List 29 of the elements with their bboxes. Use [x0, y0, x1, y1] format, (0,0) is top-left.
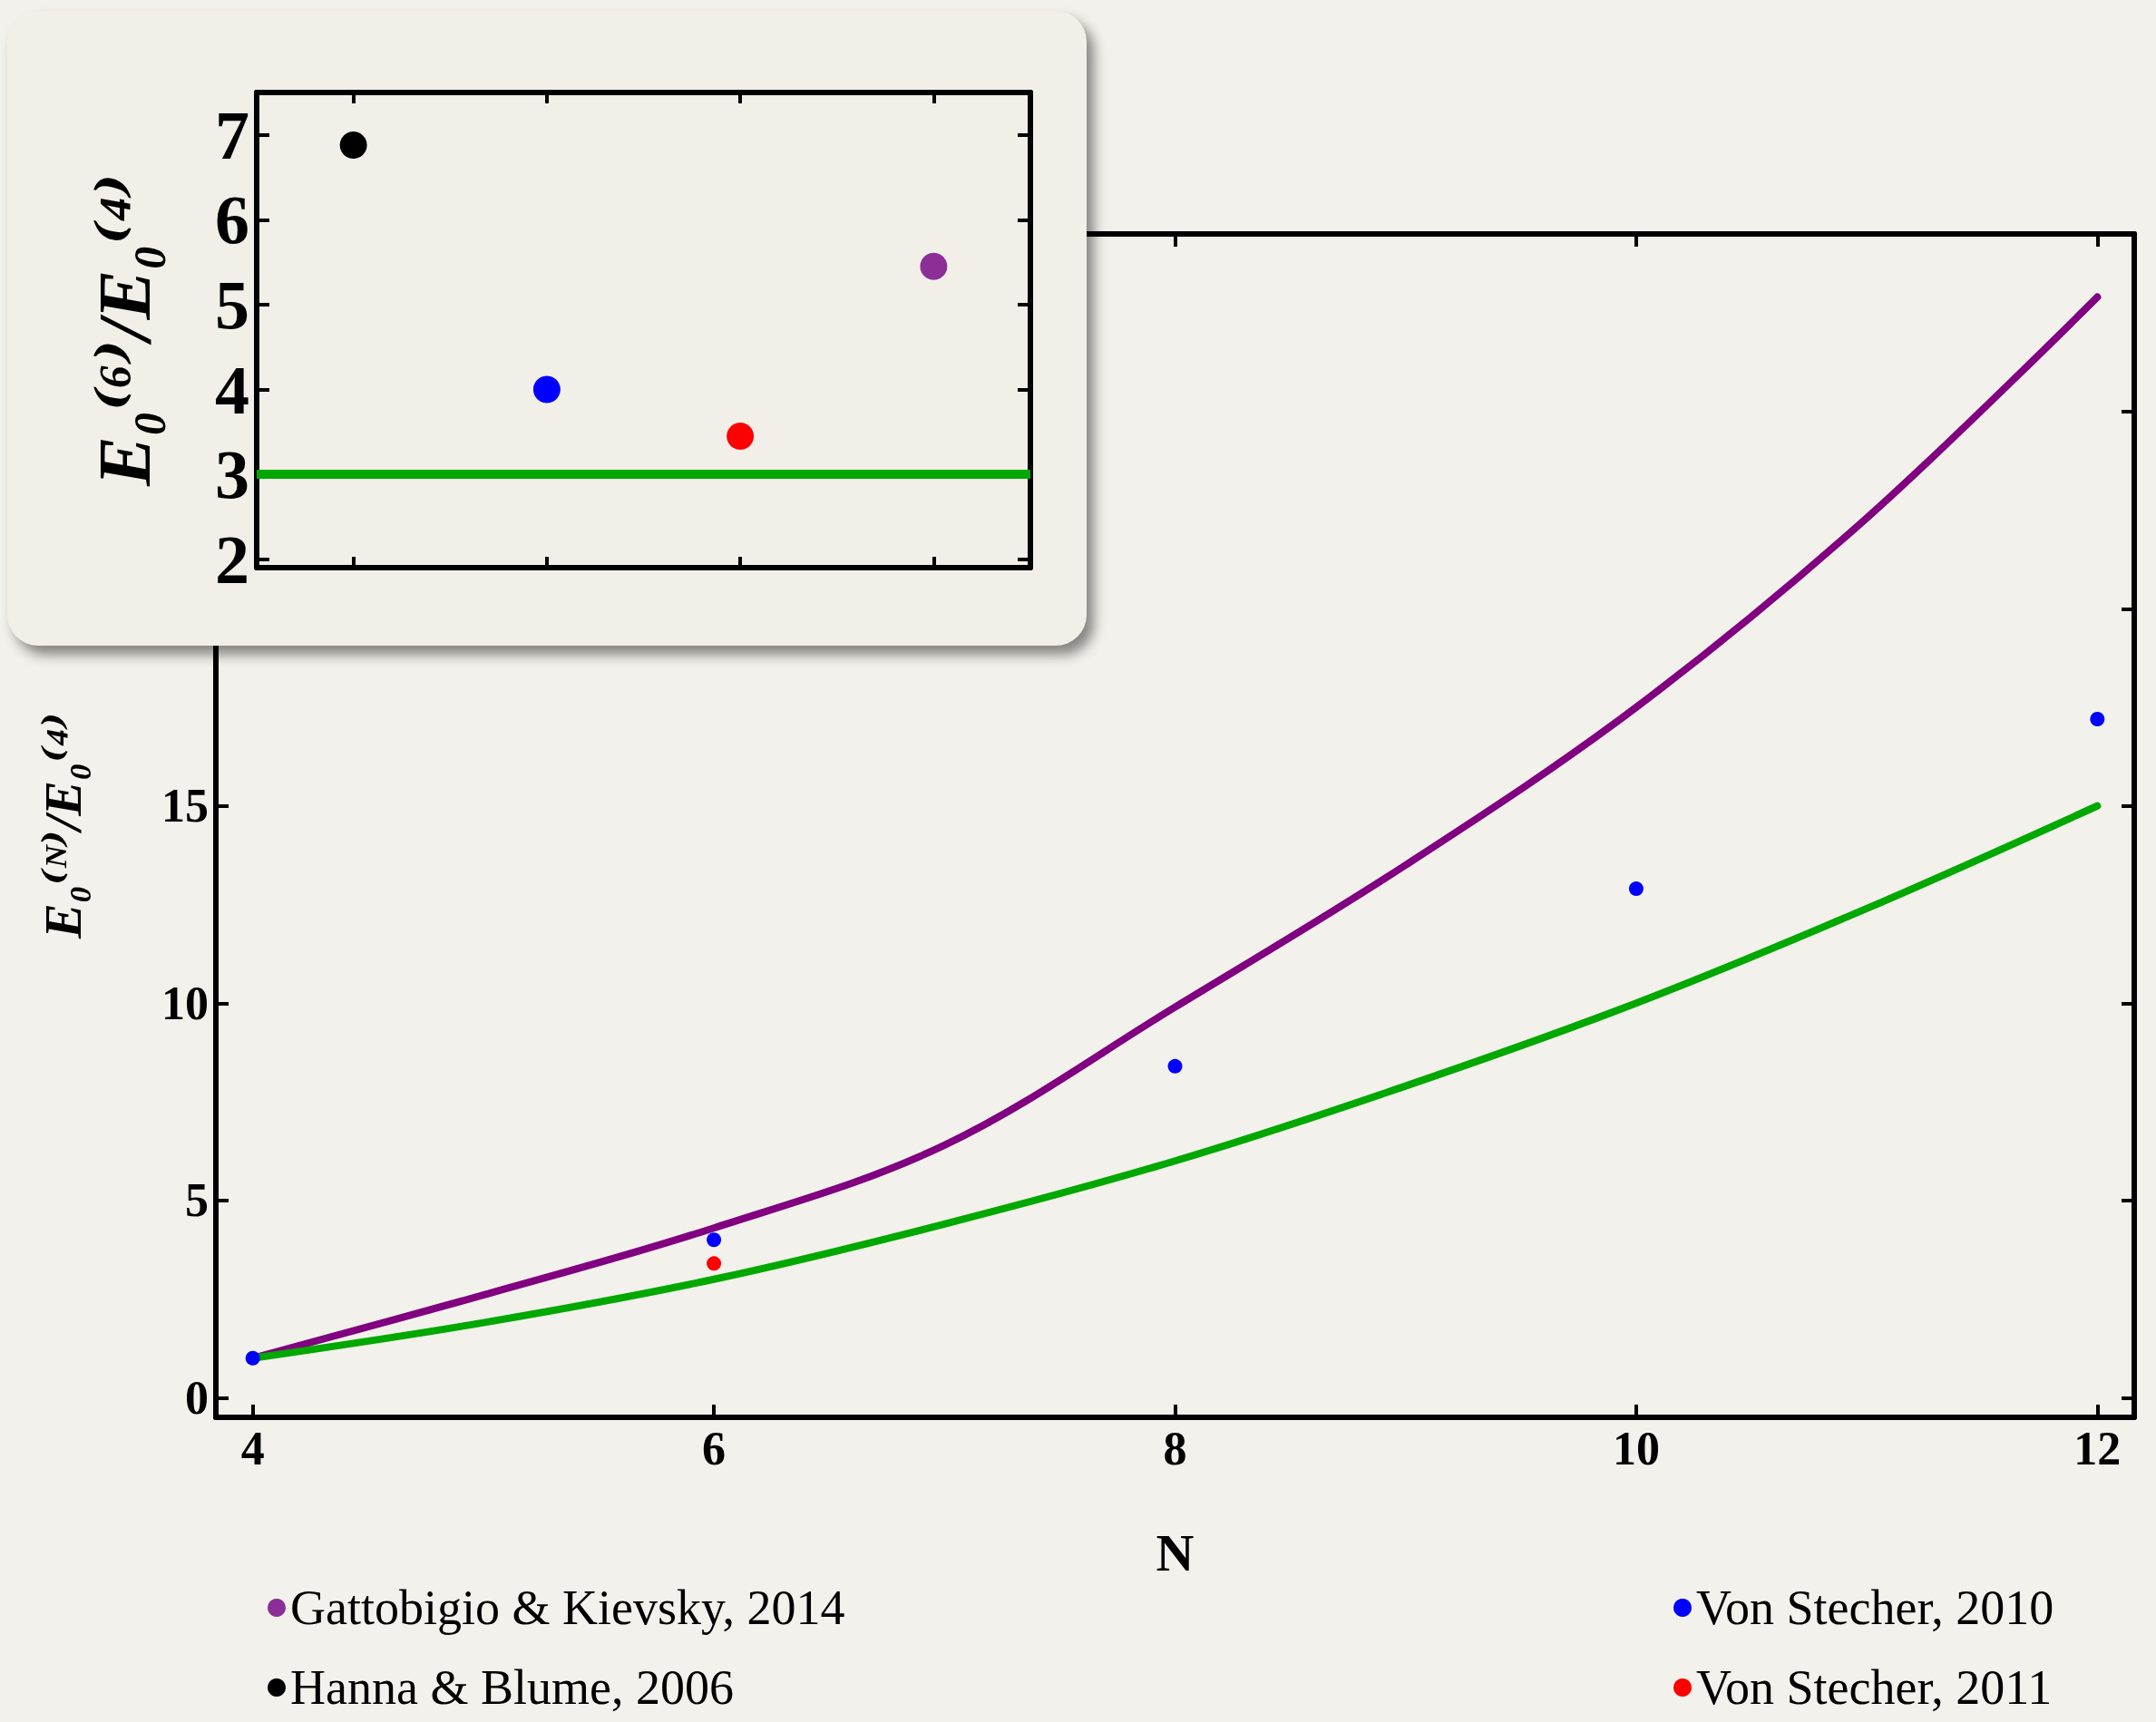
point — [707, 1232, 722, 1248]
legend-label: Von Stecher, 2011 — [1696, 1660, 2053, 1715]
y-tick-label: 15 — [161, 780, 209, 832]
point — [2090, 712, 2105, 727]
y-tick-label: 5 — [185, 1174, 209, 1227]
point — [339, 131, 367, 160]
point — [1628, 881, 1644, 897]
legend-label: Gattobigio & Kievsky, 2014 — [290, 1581, 845, 1635]
y-tick-label: 5 — [215, 266, 249, 343]
y-tick-label: 6 — [215, 181, 249, 258]
x-tick-label: 12 — [2073, 1422, 2122, 1474]
y-tick-label: 10 — [161, 977, 209, 1029]
y-tick-label: 0 — [185, 1371, 209, 1424]
y-tick-label: 2 — [215, 520, 249, 598]
y-axis-title: E₀⁽⁶⁾/E₀⁽⁴⁾ — [83, 173, 166, 488]
x-tick-label: 10 — [1612, 1422, 1660, 1474]
x-tick-label: 8 — [1163, 1422, 1187, 1474]
x-axis-title: N — [1156, 1523, 1195, 1582]
y-axis-title: E₀⁽ᴺ⁾/E₀⁽⁴⁾ — [33, 713, 93, 939]
point — [920, 252, 948, 280]
point — [1167, 1058, 1183, 1074]
point — [707, 1256, 722, 1271]
y-tick-label: 7 — [215, 96, 249, 173]
legend-label: Von Stecher, 2010 — [1696, 1581, 2054, 1635]
point — [245, 1350, 260, 1366]
y-tick-label: 4 — [215, 351, 249, 428]
legend-label: Hanna & Blume, 2006 — [290, 1660, 734, 1715]
y-tick-label: 3 — [215, 436, 249, 513]
x-tick-label: 6 — [702, 1422, 727, 1474]
